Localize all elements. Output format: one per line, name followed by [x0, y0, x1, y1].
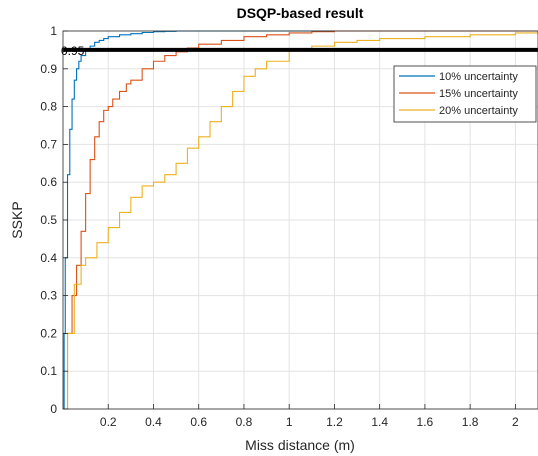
y-tick-label-6: 0.6: [40, 175, 57, 189]
y-tick-label-1: 0.1: [40, 364, 57, 378]
x-tick-label-2: 0.6: [190, 415, 207, 429]
y-tick-label-0: 0: [50, 402, 57, 416]
legend-entry-0: 10% uncertainty: [439, 71, 518, 83]
legend-entry-1: 15% uncertainty: [439, 88, 518, 100]
x-tick-label-7: 1.6: [417, 415, 434, 429]
y-axis-label: SSKP: [9, 201, 25, 238]
y-tick-label-8: 0.8: [40, 100, 57, 114]
x-axis-label: Miss distance (m): [245, 437, 355, 453]
x-tick-label-1: 0.4: [145, 415, 162, 429]
x-tick-label-0: 0.2: [100, 415, 117, 429]
reference-line-label: 0.95: [61, 44, 85, 58]
legend-entry-2: 20% uncertainty: [439, 105, 518, 117]
y-tick-label-10: 1: [50, 24, 57, 38]
y-tick-label-9: 0.9: [40, 62, 57, 76]
legend-box: [393, 65, 537, 123]
x-tick-label-3: 0.8: [236, 415, 253, 429]
x-tick-label-8: 1.8: [462, 415, 479, 429]
chart-title: DSQP-based result: [237, 5, 364, 21]
y-tick-label-3: 0.3: [40, 289, 57, 303]
y-tick-label-5: 0.5: [40, 213, 57, 227]
y-tick-labels: 0 0.1 0.2 0.3 0.4 0.5 0.6 0.7 0.8 0.9 1: [40, 24, 57, 416]
legend: 10% uncertainty 15% uncertainty 20% uncert…: [393, 65, 537, 123]
series-line-1: [63, 30, 538, 410]
x-tick-label-6: 1.4: [371, 415, 388, 429]
x-tick-label-4: 1: [286, 415, 293, 429]
x-tick-label-5: 1.2: [326, 415, 343, 429]
y-tick-label-2: 0.2: [40, 326, 57, 340]
series-line-2: [63, 31, 538, 410]
axes: [62, 30, 538, 410]
x-tick-label-9: 2: [512, 415, 519, 429]
y-tick-label-4: 0.4: [40, 251, 57, 265]
y-tick-label-7: 0.7: [40, 137, 57, 151]
x-tick-labels: 0.2 0.4 0.6 0.8 1 1.2 1.4 1.6 1.8 2: [100, 415, 519, 429]
